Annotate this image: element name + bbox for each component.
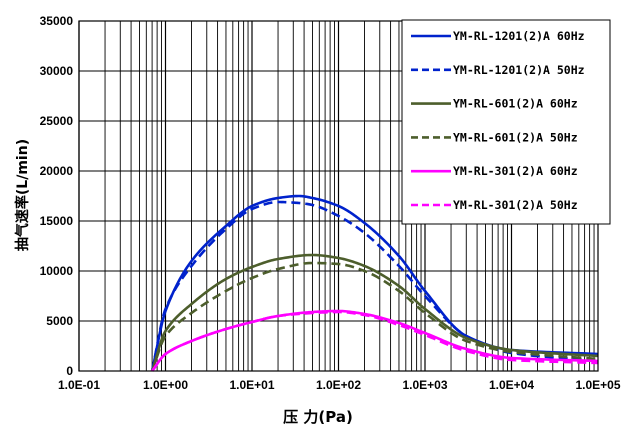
series-line-3	[150, 253, 599, 372]
y-tick-labels: 0 5000 10000 15000 20000 25000 30000 35000	[40, 14, 74, 378]
x-tick-label: 1.0E+00	[143, 378, 188, 392]
x-tick-label: 1.0E+01	[229, 378, 274, 392]
legend-label-4: YM-RL-601(2)A 50Hz	[453, 130, 578, 144]
legend-label-6: YM-RL-301(2)A 50Hz	[453, 198, 578, 212]
y-tick-label: 15000	[40, 214, 74, 228]
y-tick-label: 10000	[40, 264, 74, 278]
y-tick-label: 30000	[40, 64, 74, 78]
y-tick-label: 25000	[40, 114, 74, 128]
y-tick-label: 35000	[40, 14, 74, 28]
x-tick-label: 1.0E+05	[575, 378, 620, 392]
legend-box	[401, 19, 611, 225]
series-line-6	[151, 310, 599, 372]
series-group	[150, 194, 599, 372]
y-tick-label: 20000	[40, 164, 74, 178]
y-axis-title: 抽气速率(L/min)	[14, 139, 31, 251]
legend-label-5: YM-RL-301(2)A 60Hz	[453, 164, 578, 178]
y-tick-label: 5000	[46, 314, 73, 328]
series-line-1	[150, 194, 599, 372]
legend-label-3: YM-RL-601(2)A 60Hz	[453, 97, 578, 111]
x-tick-label: 1.0E-01	[58, 378, 100, 392]
x-tick-label: 1.0E+03	[402, 378, 447, 392]
x-tick-labels: 1.0E-01 1.0E+00 1.0E+01 1.0E+02 1.0E+03 1.0E+…	[58, 378, 621, 392]
x-axis-title: 压 力(Pa)	[283, 408, 353, 426]
series-line-4	[150, 261, 599, 372]
legend-label-2: YM-RL-1201(2)A 50Hz	[453, 63, 585, 77]
legend-label-1: YM-RL-1201(2)A 60Hz	[453, 29, 585, 43]
x-tick-label: 1.0E+04	[489, 378, 534, 392]
legend: YM-RL-1201(2)A 60Hz YM-RL-1201(2)A 50Hz YM…	[401, 19, 611, 225]
series-line-2	[150, 200, 599, 372]
y-tick-label: 0	[66, 364, 73, 378]
x-tick-label: 1.0E+02	[316, 378, 361, 392]
